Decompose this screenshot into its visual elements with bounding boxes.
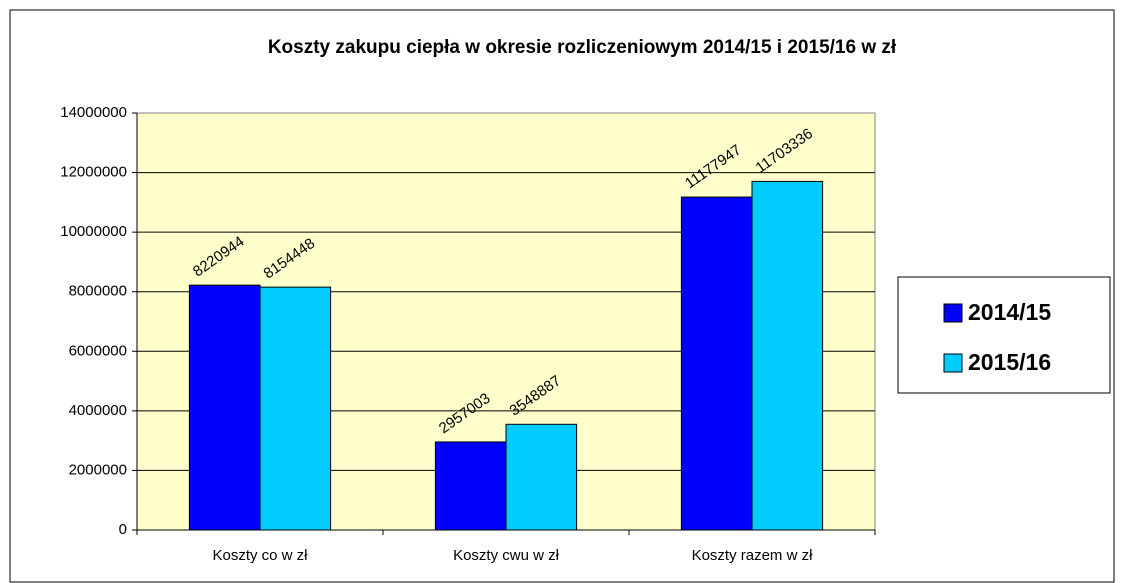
y-tick-label: 2000000 xyxy=(69,461,127,478)
y-tick-label: 6000000 xyxy=(69,342,127,359)
x-tick-label: Koszty cwu w zł xyxy=(453,547,560,564)
bar xyxy=(751,180,824,531)
legend-label: 2015/16 xyxy=(968,349,1051,375)
x-tick-label: Koszty co w zł xyxy=(212,547,308,564)
legend-swatch xyxy=(943,353,963,373)
y-tick-label: 4000000 xyxy=(69,402,127,419)
x-tick-label: Koszty razem w zł xyxy=(692,547,814,564)
legend-label: 2014/15 xyxy=(968,299,1051,325)
bar xyxy=(259,286,332,531)
y-tick-label: 0 xyxy=(119,521,127,538)
y-tick-label: 8000000 xyxy=(69,283,127,300)
chart-title: Koszty zakupu ciepła w okresie rozliczen… xyxy=(268,37,897,58)
legend xyxy=(897,276,1111,394)
bar xyxy=(680,196,753,531)
bar xyxy=(434,441,507,531)
y-tick-label: 12000000 xyxy=(60,164,127,181)
bar xyxy=(188,284,261,531)
y-tick-label: 10000000 xyxy=(60,223,127,240)
bar xyxy=(505,423,578,531)
y-tick-label: 14000000 xyxy=(60,104,127,121)
legend-swatch xyxy=(943,303,963,323)
